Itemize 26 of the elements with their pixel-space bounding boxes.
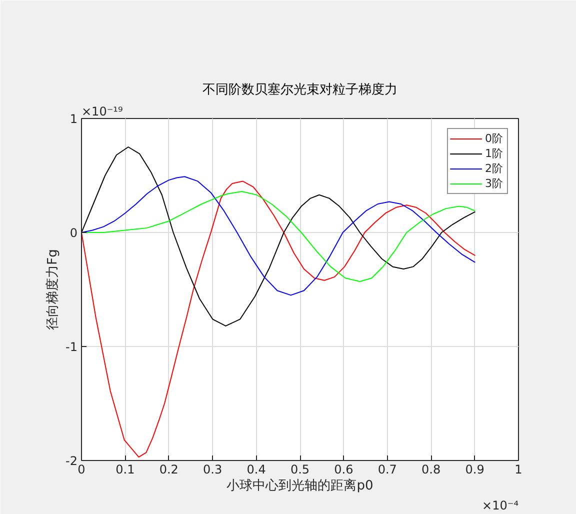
x-tick-label: 0.8 — [422, 462, 441, 476]
y-tick-label: 0 — [70, 226, 78, 240]
x-tick-label: 0.5 — [290, 462, 310, 476]
x-tick-label: 0.3 — [203, 462, 222, 476]
x-tick-label: 0.1 — [116, 462, 135, 476]
text: ×10⁻⁴ — [482, 498, 519, 512]
y-axis-title: 径向梯度力Fg — [44, 249, 61, 330]
x-tick-label: 0.9 — [465, 462, 484, 476]
y-tick-label: 1 — [70, 112, 78, 126]
line-series — [82, 176, 476, 296]
x-tick-label: 0.4 — [246, 462, 266, 476]
legend-label: 0阶 — [485, 131, 504, 146]
legend-label: 1阶 — [485, 146, 504, 161]
x-tick-label: 1 — [514, 462, 522, 476]
line-series — [82, 146, 476, 326]
x-tick-label: 0.6 — [334, 462, 354, 476]
chart-title: 不同阶数贝塞尔光束对粒子梯度力 — [202, 82, 398, 98]
legend-label: 2阶 — [485, 161, 504, 176]
y-tick-label: -2 — [66, 454, 78, 468]
legend-label: 3阶 — [485, 176, 504, 191]
x-tick-label: 0.7 — [378, 462, 397, 476]
x-tick-label: 0.2 — [159, 462, 178, 476]
annotation: ×10⁻¹⁹ — [82, 104, 123, 118]
x-axis-title: 小球中心到光轴的距离p0 — [226, 478, 374, 494]
y-tick-label: -1 — [66, 340, 78, 354]
line-series — [82, 180, 476, 458]
